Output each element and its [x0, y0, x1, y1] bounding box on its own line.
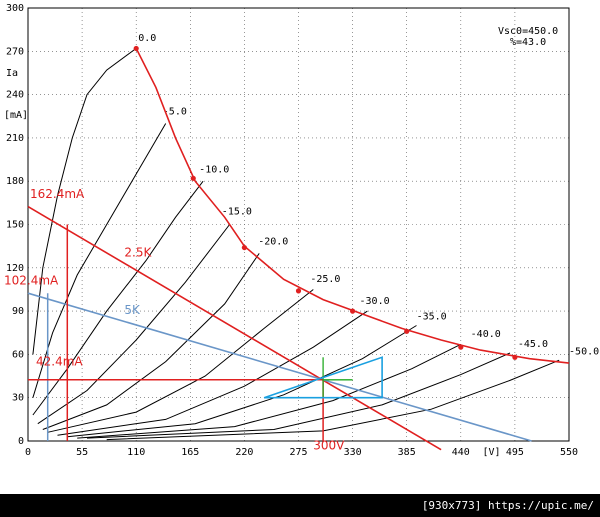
annotation-label: 42.4mA: [36, 354, 83, 368]
annotation-label: 102.4mA: [4, 274, 59, 288]
dissipation-marker: [295, 288, 302, 294]
plate-curve: [37, 224, 230, 425]
y-tick-label: 60: [12, 349, 24, 360]
plate-curve: [32, 123, 167, 398]
signal-cyan-triangle: [263, 356, 383, 399]
dissipation-curve: [133, 45, 570, 364]
dissipation-marker: [190, 175, 196, 181]
load-lines: [27, 205, 532, 451]
watermark-footer: [930x773] https://upic.me/: [0, 494, 600, 517]
plate-curve: [32, 180, 204, 416]
x-tick-label: 495: [506, 447, 524, 458]
y-tick-label: 0: [18, 436, 24, 447]
plate-curves: [32, 47, 560, 441]
plate-curve: [47, 289, 314, 433]
axes: [27, 7, 570, 442]
y-tick-label: 270: [6, 46, 24, 57]
x-axis-label: [V]: [482, 447, 500, 458]
curve-label: -20.0: [258, 237, 288, 248]
dissipation-marker: [133, 45, 139, 52]
annotation-label: 2.5K: [124, 245, 152, 259]
y-axis-label-ia: Ia: [6, 68, 18, 79]
x-tick-label: 275: [289, 447, 307, 458]
x-tick-label: 440: [452, 447, 470, 458]
x-tick-label: 385: [398, 447, 416, 458]
x-tick-label: 165: [181, 447, 199, 458]
y-tick-label: 300: [6, 3, 24, 14]
y-tick-label: 120: [6, 263, 24, 274]
x-tick-label: 0: [25, 447, 31, 458]
curve-label: 0.0: [138, 33, 156, 44]
x-tick-label: 550: [560, 447, 578, 458]
curve-label: -35.0: [417, 312, 447, 323]
annotation-label: 5K: [124, 303, 141, 317]
x-tick-label: 110: [127, 447, 145, 458]
y-axis-label-unit: [mA]: [4, 110, 28, 121]
load-line: [27, 205, 442, 451]
y-tick-label: 90: [12, 306, 24, 317]
percent-param: %=43.0: [510, 37, 546, 48]
guide-lines: [28, 224, 324, 441]
dissipation-marker: [404, 328, 410, 334]
plate-curve: [86, 352, 511, 439]
signal-swing: [263, 356, 383, 399]
plate-curve: [42, 253, 260, 430]
curve-label: -30.0: [360, 296, 390, 307]
curve-label: -40.0: [471, 329, 501, 340]
dissipation-line: [135, 48, 570, 364]
grid-voltage-labels: 0.0 -5.0 -10.0 -15.0 -20.0 -25.0 -30.0 -35.0 -40…: [138, 33, 599, 357]
dissipation-marker: [512, 354, 518, 360]
x-tick-labels: 0 55 110 165 220 275 330 385 440 495 550: [25, 447, 578, 458]
grid: [27, 7, 570, 442]
x-tick-label: 55: [76, 447, 88, 458]
dissipation-marker: [241, 244, 247, 251]
plate-curve: [32, 47, 137, 355]
y-tick-label: 30: [12, 393, 24, 404]
curve-label: -25.0: [310, 274, 340, 285]
annotations: 162.4mA 102.4mA 42.4mA 2.5K 5K 300V: [4, 187, 345, 453]
y-tick-labels: 0 30 60 90 120 150 180 210 240 270 300: [6, 3, 24, 447]
plate-curve: [57, 310, 368, 436]
plate-curve: [67, 325, 417, 438]
curve-label: -45.0: [518, 339, 548, 350]
y-tick-label: 240: [6, 90, 24, 101]
vsc0-param: Vsc0=450.0: [498, 26, 558, 37]
annotation-label: 300V: [313, 439, 345, 453]
x-tick-label: 220: [235, 447, 253, 458]
y-tick-label: 150: [6, 220, 24, 231]
dissipation-marker: [350, 308, 356, 314]
plate-curve-chart: 0 30 60 90 120 150 180 210 240 270 300 0 55 110 165 22…: [4, 3, 599, 458]
plate-curve: [77, 343, 462, 439]
y-tick-label: 180: [6, 176, 24, 187]
plate-curve: [106, 359, 560, 441]
annotation-label: 162.4mA: [30, 187, 85, 201]
curve-label: -5.0: [163, 107, 187, 118]
curve-label: -50.0: [569, 346, 599, 357]
plot-frame: [27, 7, 570, 442]
curve-label: -15.0: [222, 206, 252, 217]
dissipation-marker: [458, 344, 464, 350]
load-line: [27, 292, 532, 442]
x-tick-label: 330: [344, 447, 362, 458]
y-tick-label: 210: [6, 133, 24, 144]
curve-label: -10.0: [199, 164, 229, 175]
